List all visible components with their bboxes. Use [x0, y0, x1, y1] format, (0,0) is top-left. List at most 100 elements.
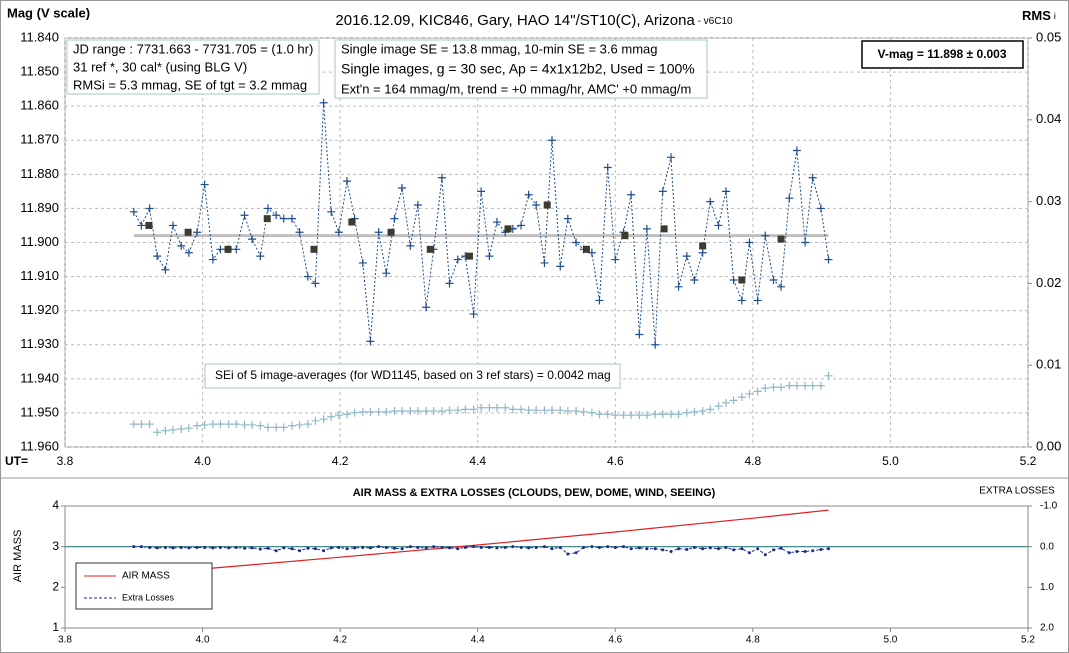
dot-marker: [155, 546, 159, 550]
info-line: 31 ref *, 30 cal* (using BLG V): [73, 59, 247, 74]
plus-marker: [595, 410, 604, 419]
plus-marker: [184, 248, 193, 257]
plus-marker: [216, 420, 225, 429]
plus-marker: [374, 228, 383, 237]
plus-marker: [382, 407, 391, 416]
result-box: [861, 40, 1024, 69]
plus-marker: [801, 381, 810, 390]
plus-marker: [761, 384, 770, 393]
square-marker: [777, 235, 785, 243]
plus-marker: [714, 402, 723, 411]
dot-marker: [243, 546, 247, 550]
plus-marker: [706, 405, 715, 414]
info-box: [334, 39, 708, 99]
plus-marker: [745, 389, 754, 398]
plus-marker: [706, 197, 715, 206]
plus-marker: [824, 371, 833, 380]
dot-marker: [811, 549, 815, 553]
y-tick-label: 11.860: [20, 98, 59, 113]
plus-marker: [642, 224, 651, 233]
plus-marker: [161, 265, 170, 274]
x-tick-label: 4.8: [745, 454, 762, 468]
plus-marker: [193, 421, 202, 430]
plus-marker: [445, 406, 454, 415]
y-tick-label: 11.960: [20, 438, 59, 453]
plus-marker: [311, 279, 320, 288]
dot-marker: [724, 545, 728, 549]
plus-marker: [658, 187, 667, 196]
plus-marker: [579, 407, 588, 416]
plus-marker: [272, 211, 281, 220]
x-tick-label: 4.8: [746, 635, 760, 646]
dot-marker: [424, 546, 428, 550]
dot-marker: [732, 548, 736, 552]
plus-marker: [437, 407, 446, 416]
plus-marker: [548, 136, 557, 145]
plus-marker: [382, 269, 391, 278]
plus-marker: [295, 420, 304, 429]
x-tick-label: 4.0: [194, 454, 211, 468]
plus-marker: [279, 423, 288, 432]
plus-marker: [398, 183, 407, 192]
dot-marker: [582, 545, 586, 549]
square-marker: [621, 232, 629, 240]
annotation-box: [204, 363, 621, 389]
plus-marker: [682, 408, 691, 417]
lower-title: AIR MASS & EXTRA LOSSES (CLOUDS, DEW, DO…: [353, 487, 716, 499]
x-tick-label: 4.4: [469, 454, 486, 468]
plus-marker: [303, 420, 312, 429]
plus-marker: [263, 423, 272, 432]
y-tick-label: 11.950: [20, 404, 59, 419]
square-marker: [426, 245, 434, 253]
plus-marker: [319, 98, 328, 107]
plus-marker: [635, 330, 644, 339]
plus-marker: [295, 228, 304, 237]
y2-label-main: RMS: [1022, 8, 1051, 23]
info-line: RMSi = 5.3 mmag, SE of tgt = 3.2 mmag: [73, 77, 307, 92]
plus-marker: [627, 190, 636, 199]
dot-marker: [708, 546, 712, 550]
plus-marker: [785, 194, 794, 203]
plus-marker: [808, 173, 817, 182]
info-line: Single images, g = 30 sec, Ap = 4x1x12b2…: [341, 61, 695, 77]
plus-marker: [422, 407, 431, 416]
plus-marker: [358, 258, 367, 267]
dot-marker: [234, 545, 238, 549]
plus-marker: [485, 252, 494, 261]
square-marker: [660, 225, 668, 233]
dot-marker: [392, 546, 396, 550]
plus-marker: [635, 411, 644, 420]
dot-marker: [274, 549, 278, 553]
plus-marker: [492, 218, 501, 227]
dot-marker: [756, 547, 760, 551]
plus-marker: [161, 426, 170, 435]
plus-marker: [532, 201, 541, 210]
dot-marker: [368, 546, 372, 550]
dot-marker: [613, 545, 617, 549]
dot-marker: [519, 545, 523, 549]
dot-marker: [692, 545, 696, 549]
plus-marker: [319, 415, 328, 424]
dot-marker: [740, 547, 744, 551]
plus-marker: [145, 420, 154, 429]
plus-marker: [587, 408, 596, 417]
square-marker: [738, 276, 746, 284]
plus-marker: [714, 221, 723, 230]
dot-marker: [313, 547, 317, 551]
plus-marker: [445, 279, 454, 288]
dot-marker: [597, 545, 601, 549]
plus-marker: [777, 282, 786, 291]
dot-marker: [250, 546, 254, 550]
plus-marker: [272, 423, 281, 432]
plus-marker: [358, 407, 367, 416]
legend-label: AIR MASS: [122, 571, 170, 582]
plus-marker: [232, 245, 241, 254]
plus-marker: [532, 406, 541, 415]
plus-marker: [327, 207, 336, 216]
plus-marker: [808, 381, 817, 390]
plus-marker: [816, 381, 825, 390]
x-tick-label: 4.6: [608, 635, 622, 646]
dot-marker: [227, 546, 231, 550]
plus-marker: [477, 403, 486, 412]
plus-marker: [690, 275, 699, 284]
